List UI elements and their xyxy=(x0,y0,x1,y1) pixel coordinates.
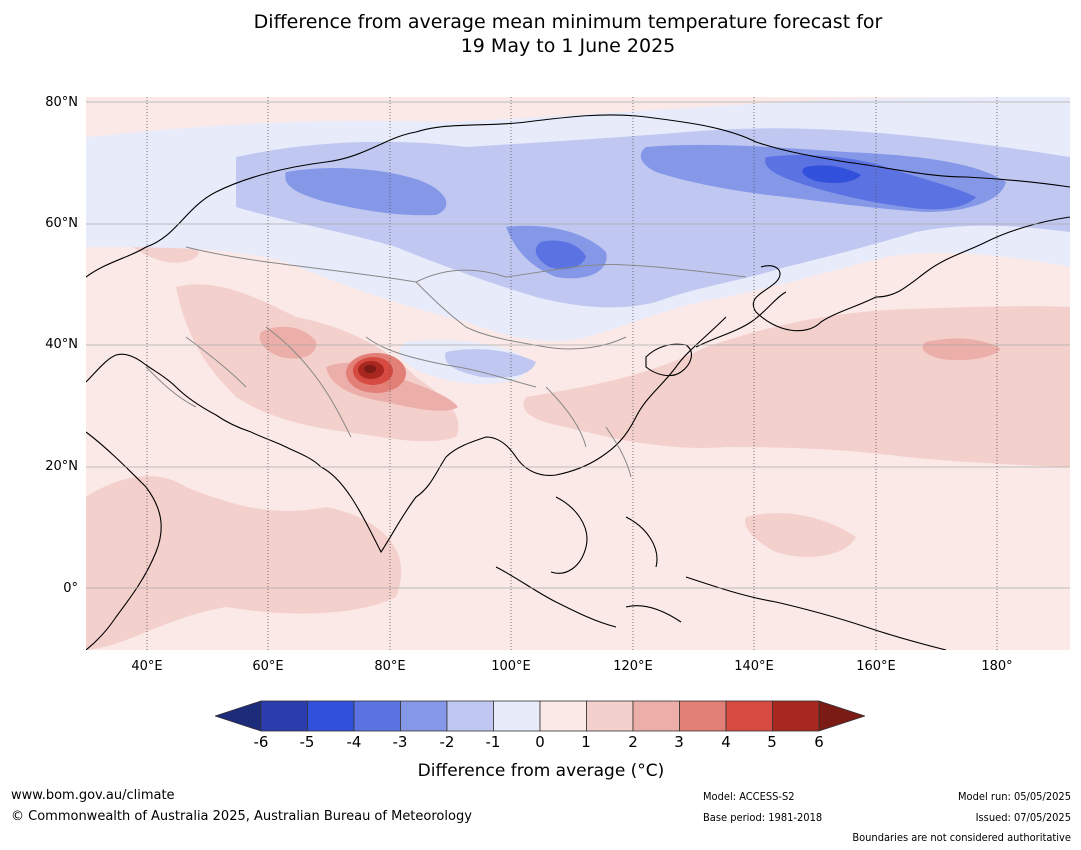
colorbar xyxy=(215,700,865,732)
parallels xyxy=(86,101,1070,589)
colorbar-tick-neg3: -3 xyxy=(392,733,408,751)
colorbar-title: Difference from average (°C) xyxy=(417,761,665,781)
colorbar-cell xyxy=(353,700,401,732)
country-borders xyxy=(145,246,747,478)
map-svg xyxy=(86,97,1070,650)
footer-model: Model: ACCESS-S2 xyxy=(703,790,795,803)
lat-label-80n: 80°N xyxy=(45,95,78,110)
meridians xyxy=(146,97,998,650)
colorbar-tick-neg1: -1 xyxy=(485,733,501,751)
footer-base-period: Base period: 1981-2018 xyxy=(703,811,823,824)
footer-disclaimer: Boundaries are not considered authoritat… xyxy=(852,831,1071,844)
forecast-map xyxy=(86,97,1070,650)
lon-label-80e: 80°E xyxy=(374,659,406,674)
lon-label-180: 180° xyxy=(981,659,1013,674)
anomaly-hotspot xyxy=(346,353,406,393)
colorbar-cell xyxy=(586,700,634,732)
colorbar-cell xyxy=(679,700,727,732)
colorbar-cell xyxy=(772,700,820,732)
colorbar-tick-neg4: -4 xyxy=(346,733,362,751)
colorbar-extend-high xyxy=(818,700,865,732)
colorbar-tick-neg5: -5 xyxy=(299,733,315,751)
lon-label-120e: 120°E xyxy=(613,659,653,674)
colorbar-tick-3: 3 xyxy=(674,733,684,751)
colorbar-cell xyxy=(446,700,494,732)
colorbar-tick-2: 2 xyxy=(628,733,638,751)
colorbar-tick-4: 4 xyxy=(721,733,731,751)
colorbar-tick-neg2: -2 xyxy=(439,733,455,751)
colorbar-cell xyxy=(307,700,355,732)
footer-website: www.bom.gov.au/climate xyxy=(11,788,175,803)
title-line-2: 19 May to 1 June 2025 xyxy=(460,35,676,57)
colorbar-tick-0: 0 xyxy=(535,733,545,751)
lon-label-40e: 40°E xyxy=(131,659,163,674)
colorbar-cell xyxy=(493,700,541,732)
colorbar-cell xyxy=(539,700,587,732)
colorbar-cell xyxy=(725,700,773,732)
lat-label-60n: 60°N xyxy=(45,216,78,231)
lon-label-100e: 100°E xyxy=(491,659,531,674)
title-line-1: Difference from average mean minimum tem… xyxy=(253,11,883,33)
lon-label-160e: 160°E xyxy=(856,659,896,674)
colorbar-cell xyxy=(400,700,448,732)
colorbar-tick-5: 5 xyxy=(767,733,777,751)
colorbar-extend-low xyxy=(215,700,262,732)
footer-issued: Issued: 07/05/2025 xyxy=(975,811,1071,824)
lat-label-40n: 40°N xyxy=(45,337,78,352)
colorbar-tick-1: 1 xyxy=(581,733,591,751)
lat-label-20n: 20°N xyxy=(45,459,78,474)
colorbar-cell xyxy=(260,700,308,732)
footer-copyright: © Commonwealth of Australia 2025, Austra… xyxy=(11,809,472,824)
map-title: Difference from average mean minimum tem… xyxy=(0,10,1081,58)
lat-label-0: 0° xyxy=(63,581,78,596)
colorbar-tick-6: 6 xyxy=(814,733,824,751)
colorbar-cell xyxy=(632,700,680,732)
footer-model-run: Model run: 05/05/2025 xyxy=(958,790,1071,803)
lon-label-140e: 140°E xyxy=(734,659,774,674)
lon-label-60e: 60°E xyxy=(252,659,284,674)
colorbar-tick-neg6: -6 xyxy=(253,733,269,751)
coastlines xyxy=(86,114,1070,650)
